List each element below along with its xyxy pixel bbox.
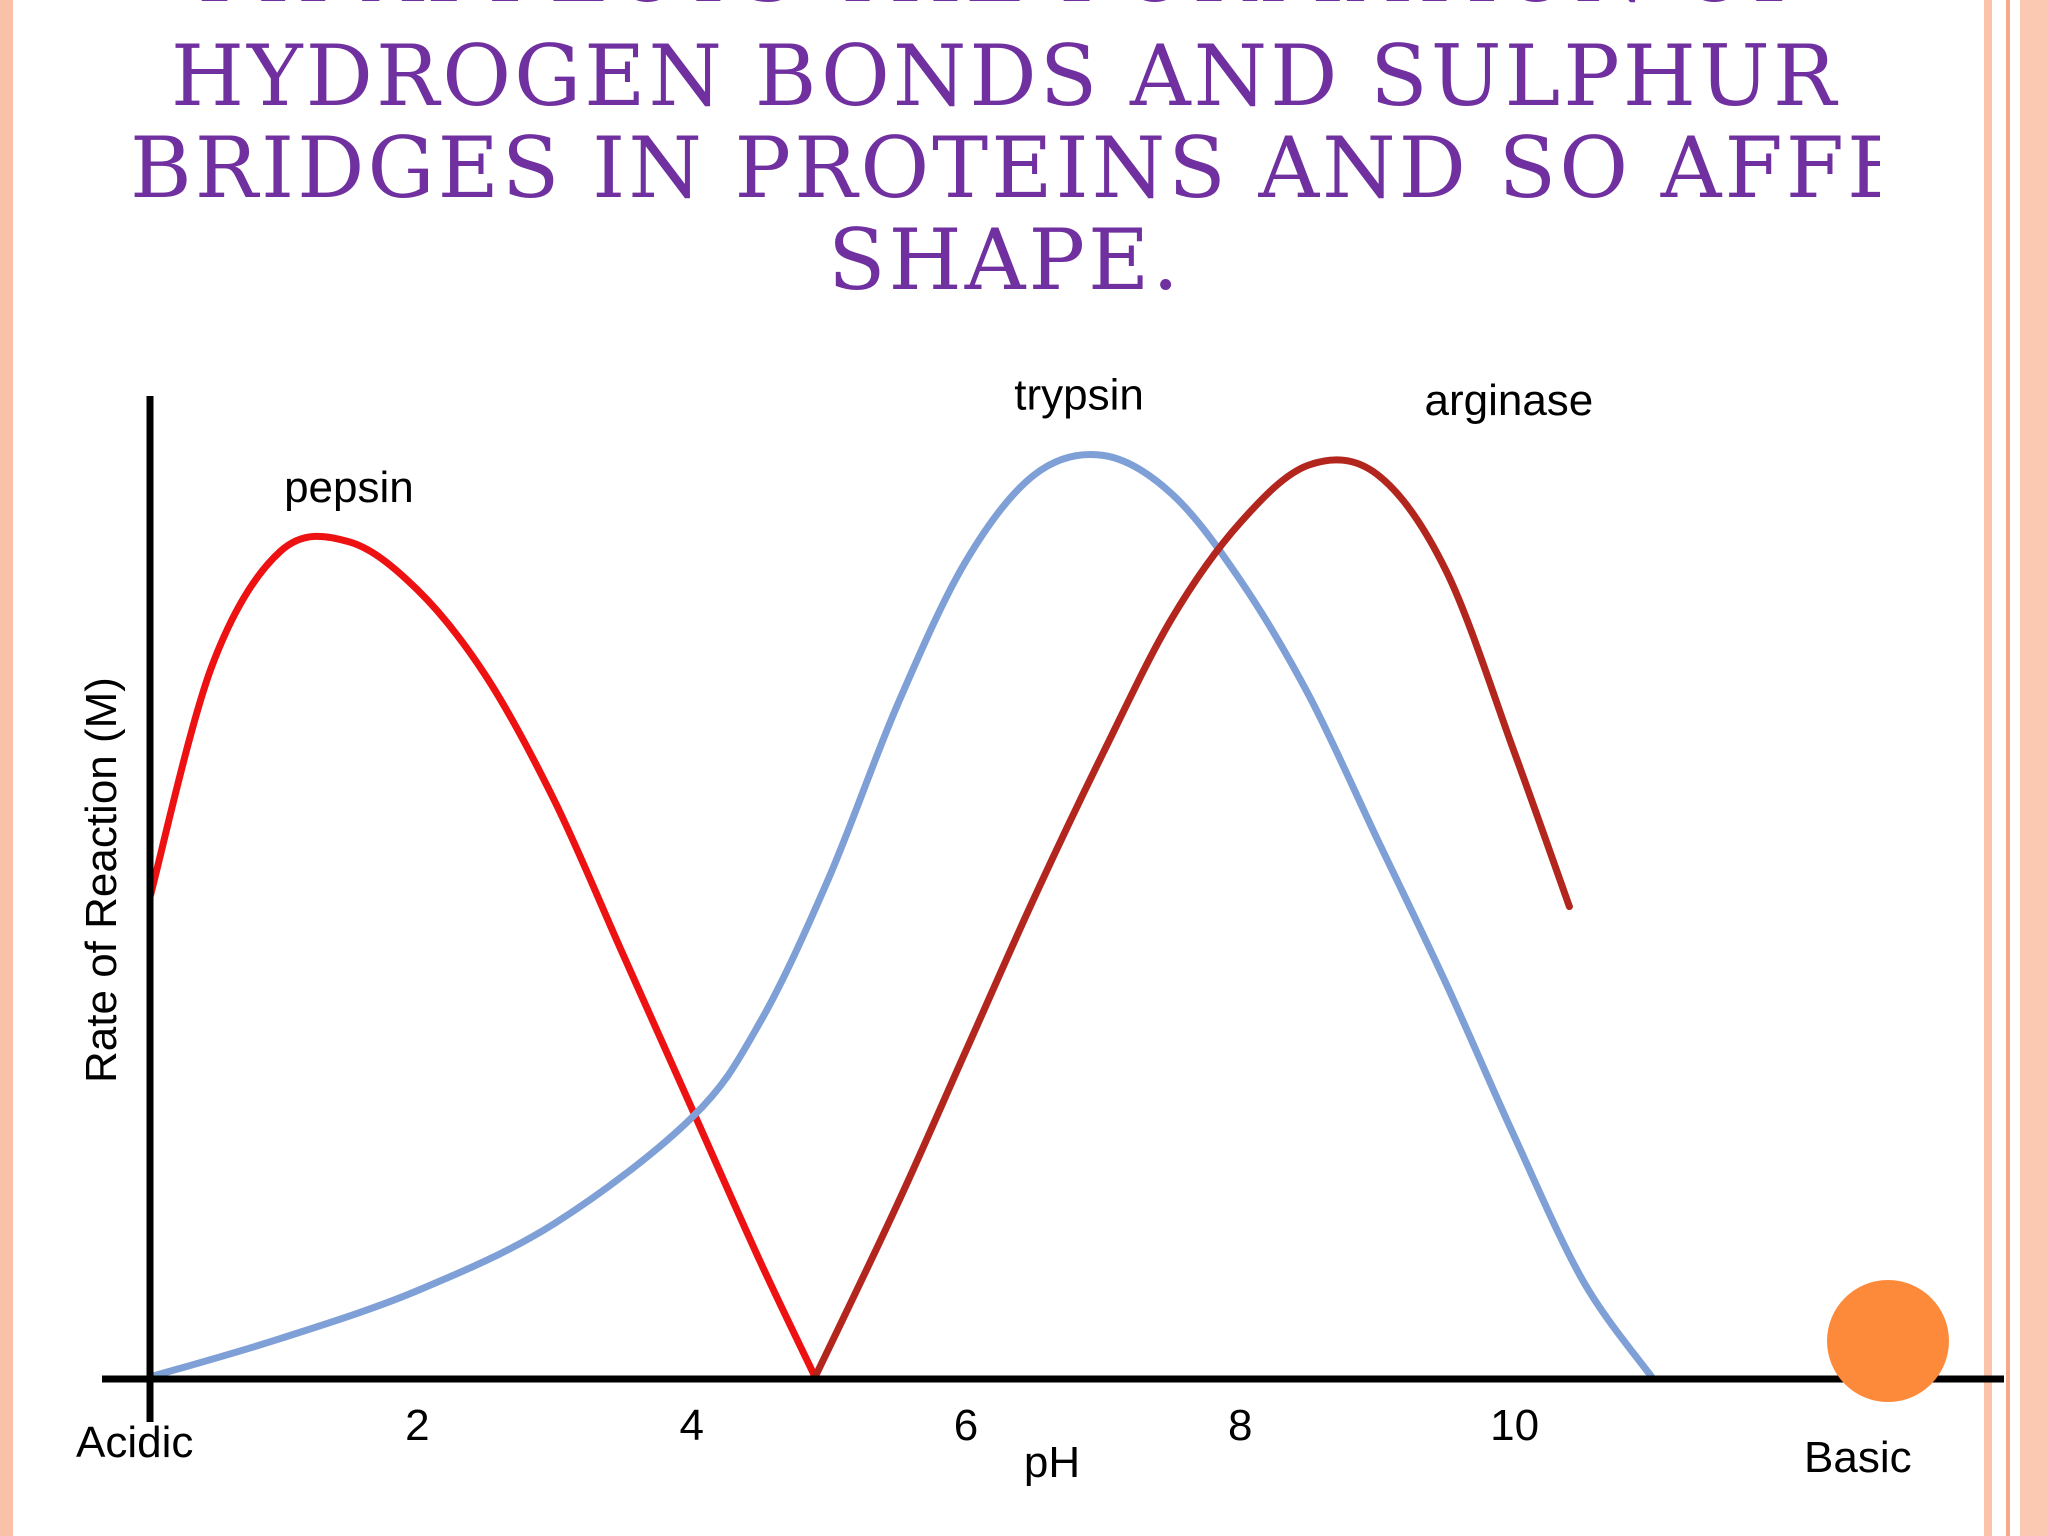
x-tick-label: 2 [405, 1401, 429, 1450]
series-line-pepsin [146, 532, 819, 1381]
basic-label: Basic [1804, 1433, 1912, 1482]
y-axis-label: Rate of Reaction (M) [77, 677, 126, 1083]
x-tick-label: 4 [679, 1401, 703, 1450]
x-axis-label: pH [1024, 1438, 1080, 1487]
decorative-orange-dot [1827, 1280, 1949, 1402]
acidic-label: Acidic [76, 1418, 193, 1467]
title-lines: hydrogen bonds and sulphur bridges in pr… [130, 30, 1880, 306]
title-line-cut: pH affects the formation of [130, 0, 1880, 18]
title-line-3: shape. [828, 211, 1182, 309]
series-labels: pepsin trypsin arginase [284, 370, 1593, 511]
x-tick-label: 8 [1228, 1401, 1252, 1450]
series-label-pepsin: pepsin [284, 463, 414, 512]
x-tick-label: 10 [1490, 1401, 1539, 1450]
title-line-1: hydrogen bonds and sulphur [170, 27, 1840, 125]
series-line-arginase [811, 456, 1573, 1381]
series-label-arginase: arginase [1425, 376, 1594, 425]
x-tick-labels: 2 4 6 8 10 [405, 1401, 1539, 1450]
series-label-trypsin: trypsin [1014, 370, 1144, 419]
slide-title: pH affects the formation of hydrogen bon… [130, 0, 1880, 312]
series-layer [146, 451, 1656, 1381]
x-tick-label: 6 [954, 1401, 978, 1450]
series-line-trypsin [146, 451, 1656, 1381]
title-line-2: bridges in proteins and so affects [130, 119, 1880, 217]
slide-frame-left [0, 0, 13, 1536]
slide-frame-right [1976, 0, 2048, 1536]
